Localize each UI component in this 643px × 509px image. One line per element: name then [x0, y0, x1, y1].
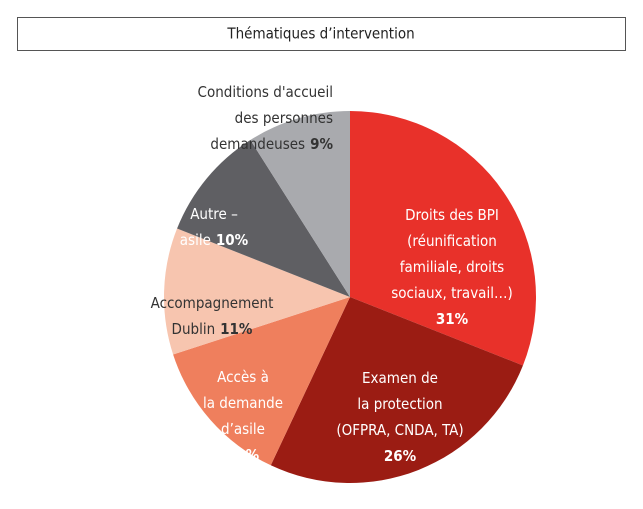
pie-slice	[350, 111, 537, 366]
value-label: 10%	[216, 231, 249, 249]
title-box	[17, 17, 626, 51]
label-line: familiale, droits	[400, 258, 504, 276]
slice-label: Accompagnement Dublin 11%	[151, 294, 274, 338]
label-line: des personnes	[235, 109, 333, 127]
label-line: Examen de	[362, 369, 438, 387]
label-line: (OFPRA, CNDA, TA)	[336, 421, 463, 439]
value-label: 11%	[220, 320, 253, 338]
slice-label: Accès à la demande d’asile 13%	[203, 368, 283, 464]
label-line: Accompagnement	[151, 294, 274, 312]
value-label: 31%	[436, 310, 469, 328]
label-line: la protection	[357, 395, 442, 413]
pie-slice	[163, 228, 350, 355]
slice-label: Conditions d'accueil des personnes demande…	[198, 83, 334, 153]
chart-title: Thématiques d’intervention	[226, 25, 414, 43]
slice-label: Examen de la protection (OFPRA, CNDA, TA) 2…	[336, 369, 463, 465]
pie-slice	[250, 111, 350, 297]
label-line: Dublin	[172, 320, 216, 338]
label-line: Conditions d'accueil	[198, 83, 333, 101]
label-line: sociaux, travail…)	[391, 284, 512, 302]
pie-slice	[270, 297, 523, 483]
label-line: (réunification	[407, 232, 497, 250]
label-line: Accès à	[217, 368, 269, 386]
slice-label: Autre – asile 10%	[180, 205, 249, 249]
pie-slice	[173, 297, 350, 466]
label-line: la demande	[203, 394, 283, 412]
slice-label: Droits des BPI (réunification familiale, d…	[391, 206, 512, 328]
label-line: Droits des BPI	[405, 206, 499, 224]
label-line: d’asile	[221, 420, 265, 438]
value-label: 26%	[384, 447, 417, 465]
value-label: 13%	[227, 446, 260, 464]
pie-slice	[177, 139, 350, 297]
label-line: demandeuses	[210, 135, 305, 153]
label-line: Autre –	[190, 205, 238, 223]
label-line: asile	[180, 231, 211, 249]
value-label: 9%	[310, 135, 333, 153]
